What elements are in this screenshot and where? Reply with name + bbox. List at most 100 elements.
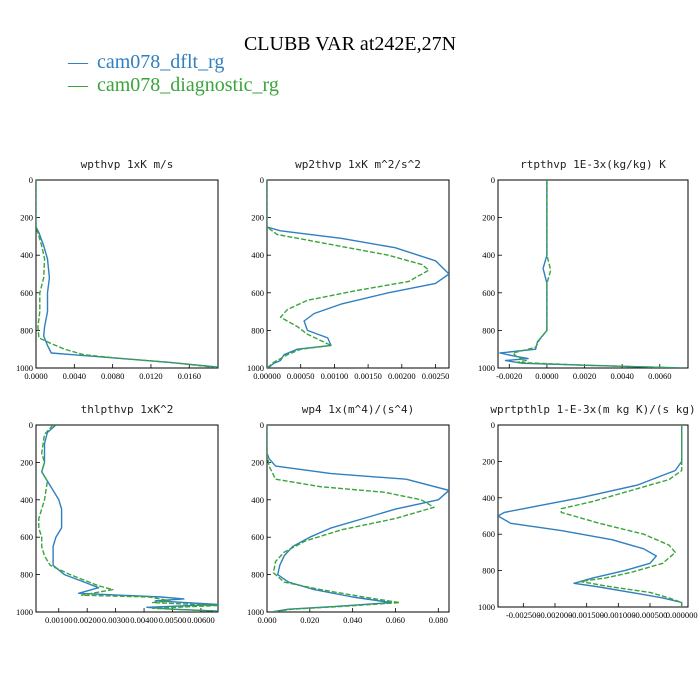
x-tick-label: 0.00000 — [253, 371, 281, 381]
x-tick-label: 0.00200 — [73, 615, 101, 625]
y-tick-label: 800 — [482, 566, 495, 576]
x-tick-label: 0.00150 — [354, 371, 382, 381]
x-tick-label: 0.00100 — [321, 371, 349, 381]
x-tick-label: 0.0040 — [63, 371, 86, 381]
x-tick-label: 0.0040 — [610, 371, 633, 381]
panel-title: thlpthvp 1xK^2 — [81, 403, 174, 416]
chart-panel: wp2thvp 1xK m^2/s^2020040060080010000.00… — [247, 158, 450, 381]
y-tick-label: 1000 — [478, 602, 495, 612]
x-tick-label: -0.000500 — [633, 610, 668, 620]
y-tick-label: 600 — [482, 288, 495, 298]
panel-title: wprtpthlp 1-E-3x(m kg K)/(s kg) — [490, 403, 695, 416]
x-tick-label: 0.0080 — [101, 371, 124, 381]
panel-title: wp4 1x(m^4)/(s^4) — [302, 403, 415, 416]
plot-frame — [266, 424, 450, 613]
y-tick-label: 800 — [482, 325, 495, 335]
legend-entry: — cam078_dflt_rg — [67, 51, 224, 73]
x-tick-label: 0.0000 — [535, 371, 558, 381]
x-tick-label: 0.00250 — [422, 371, 450, 381]
series-line-diagnostic — [267, 180, 430, 368]
x-tick-label: 0.000000 — [666, 610, 698, 620]
panel-title: rtpthvp 1E-3x(kg/kg) K — [520, 158, 666, 171]
y-tick-label: 200 — [20, 213, 33, 223]
y-tick-label: 600 — [251, 532, 264, 542]
y-tick-label: 0 — [491, 420, 495, 430]
panel-title: wpthvp 1xK m/s — [81, 158, 174, 171]
series-line-dflt — [36, 180, 218, 368]
y-tick-label: 0 — [260, 175, 264, 185]
y-tick-label: 400 — [251, 250, 264, 260]
x-tick-label: 0.00300 — [102, 615, 130, 625]
y-tick-label: 0 — [29, 175, 33, 185]
x-tick-label: 0.00600 — [187, 615, 215, 625]
x-tick-label: 0.00200 — [388, 371, 416, 381]
x-tick-label: 0.000 — [257, 615, 276, 625]
series-line-dflt — [498, 425, 683, 607]
y-tick-label: 1000 — [478, 363, 495, 373]
legend-label: cam078_diagnostic_rg — [97, 74, 279, 96]
y-tick-label: 400 — [251, 495, 264, 505]
x-tick-label: 0.060 — [386, 615, 405, 625]
x-tick-label: -0.002000 — [538, 610, 573, 620]
x-tick-label: 0.00050 — [287, 371, 315, 381]
y-tick-label: 200 — [20, 457, 33, 467]
y-tick-label: 800 — [20, 570, 33, 580]
x-tick-label: 0.0060 — [648, 371, 671, 381]
plot-frame — [497, 179, 689, 369]
panel-title: wp2thvp 1xK m^2/s^2 — [295, 158, 421, 171]
plot-frame — [35, 424, 219, 613]
x-tick-label: 0.00500 — [159, 615, 187, 625]
legend-line-symbol: — — [67, 51, 89, 73]
series-line-dflt — [267, 425, 449, 612]
series-line-diagnostic — [267, 425, 435, 612]
y-tick-label: 400 — [482, 250, 495, 260]
y-tick-label: 200 — [482, 456, 495, 466]
series-line-dflt — [499, 180, 683, 368]
x-tick-label: 0.040 — [343, 615, 362, 625]
y-tick-label: 1000 — [247, 363, 264, 373]
y-tick-label: 200 — [251, 213, 264, 223]
plot-frame — [35, 179, 219, 369]
y-tick-label: 600 — [20, 288, 33, 298]
x-tick-label: 0.00400 — [130, 615, 158, 625]
y-tick-label: 1000 — [16, 363, 33, 373]
y-tick-label: 400 — [20, 495, 33, 505]
y-tick-label: 200 — [482, 213, 495, 223]
y-tick-label: 0 — [491, 175, 495, 185]
y-tick-label: 400 — [20, 250, 33, 260]
x-tick-label: 0.0020 — [573, 371, 596, 381]
legend-entry: — cam078_diagnostic_rg — [67, 74, 279, 96]
y-tick-label: 800 — [20, 325, 33, 335]
y-tick-label: 200 — [251, 457, 264, 467]
x-tick-label: -0.0020 — [496, 371, 522, 381]
legend: — cam078_dflt_rg — cam078_diagnostic_rg — [67, 51, 279, 96]
x-tick-label: -0.002500 — [506, 610, 541, 620]
y-tick-label: 1000 — [247, 607, 264, 617]
figure-title: CLUBB VAR at242E,27N — [244, 33, 456, 55]
x-tick-label: 0.0000 — [24, 371, 47, 381]
y-tick-label: 0 — [260, 420, 264, 430]
x-tick-label: 0.00100 — [45, 615, 73, 625]
x-tick-label: -0.001000 — [601, 610, 636, 620]
series-line-diagnostic — [512, 180, 683, 368]
legend-line-symbol: — — [67, 74, 89, 96]
x-tick-label: -0.001500 — [569, 610, 604, 620]
chart-panel: wprtpthlp 1-E-3x(m kg K)/(s kg) 0 200 400 60… — [478, 403, 698, 620]
chart-panel: rtpthvp 1E-3x(kg/kg) K 0 200 400 600 800 1000-… — [478, 158, 689, 381]
x-tick-label: 0.0160 — [178, 371, 201, 381]
y-tick-label: 400 — [482, 493, 495, 503]
series-line-diagnostic — [36, 180, 218, 368]
y-tick-label: 600 — [20, 532, 33, 542]
x-tick-label: 0.080 — [429, 615, 448, 625]
legend-label: cam078_dflt_rg — [97, 51, 224, 73]
series-line-diagnostic — [560, 425, 683, 607]
y-tick-label: 800 — [251, 325, 264, 335]
series-line-dflt — [41, 425, 218, 612]
series-line-diagnostic — [38, 425, 218, 612]
x-tick-label: 0.0120 — [139, 371, 162, 381]
